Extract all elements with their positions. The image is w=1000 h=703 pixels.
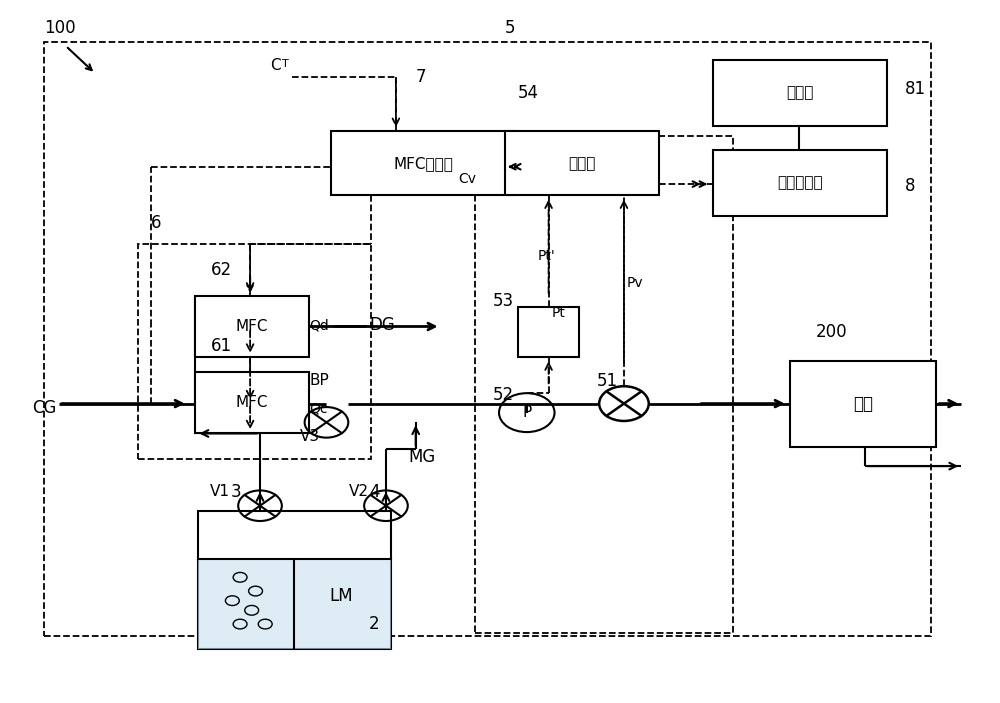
Text: 显示控制部: 显示控制部: [777, 176, 823, 191]
Text: 4: 4: [369, 483, 380, 501]
Text: DG: DG: [369, 316, 395, 334]
Bar: [195, 373, 309, 434]
Text: 200: 200: [815, 323, 847, 341]
Text: T: T: [282, 59, 289, 69]
Text: Pt: Pt: [552, 307, 565, 321]
Bar: [331, 131, 515, 195]
Bar: [713, 150, 887, 216]
Bar: [198, 560, 391, 649]
Text: CG: CG: [32, 399, 56, 418]
Text: 100: 100: [44, 20, 75, 37]
Text: LM: LM: [329, 587, 353, 605]
Text: 61: 61: [210, 337, 232, 355]
Text: 52: 52: [493, 385, 514, 404]
Bar: [505, 131, 659, 195]
Text: 7: 7: [416, 68, 426, 86]
Text: 81: 81: [905, 80, 926, 98]
Text: Qc: Qc: [310, 401, 328, 415]
Bar: [195, 296, 309, 357]
Bar: [713, 60, 887, 126]
Text: V2: V2: [349, 484, 369, 499]
Bar: [198, 511, 391, 649]
Text: C: C: [270, 58, 281, 73]
Text: P: P: [522, 405, 531, 420]
Text: 62: 62: [210, 261, 232, 278]
Text: 51: 51: [597, 372, 618, 389]
Text: 53: 53: [493, 292, 514, 311]
Text: MG: MG: [409, 448, 436, 466]
Text: 6: 6: [151, 214, 161, 232]
Bar: [518, 307, 579, 357]
Text: 2: 2: [369, 615, 380, 633]
Bar: [44, 42, 931, 636]
Text: V3: V3: [300, 429, 320, 444]
Text: MFC: MFC: [235, 319, 268, 334]
Text: 5: 5: [505, 20, 515, 37]
Text: Pv: Pv: [627, 276, 644, 290]
Bar: [475, 136, 733, 633]
Text: 显示器: 显示器: [786, 85, 814, 101]
Text: Qd: Qd: [310, 318, 329, 332]
Bar: [790, 361, 936, 447]
Text: 腔室: 腔室: [853, 395, 873, 413]
Text: 计算部: 计算部: [568, 156, 596, 171]
Text: BP: BP: [310, 373, 329, 388]
Bar: [138, 244, 371, 459]
Text: MFC: MFC: [235, 395, 268, 411]
Text: 3: 3: [230, 483, 241, 501]
Text: Pt': Pt': [538, 249, 555, 263]
Text: 8: 8: [905, 177, 915, 195]
Text: Cv: Cv: [458, 172, 476, 186]
Text: MFC控制部: MFC控制部: [393, 156, 453, 171]
Text: 54: 54: [518, 84, 539, 102]
Text: V1: V1: [210, 484, 230, 499]
